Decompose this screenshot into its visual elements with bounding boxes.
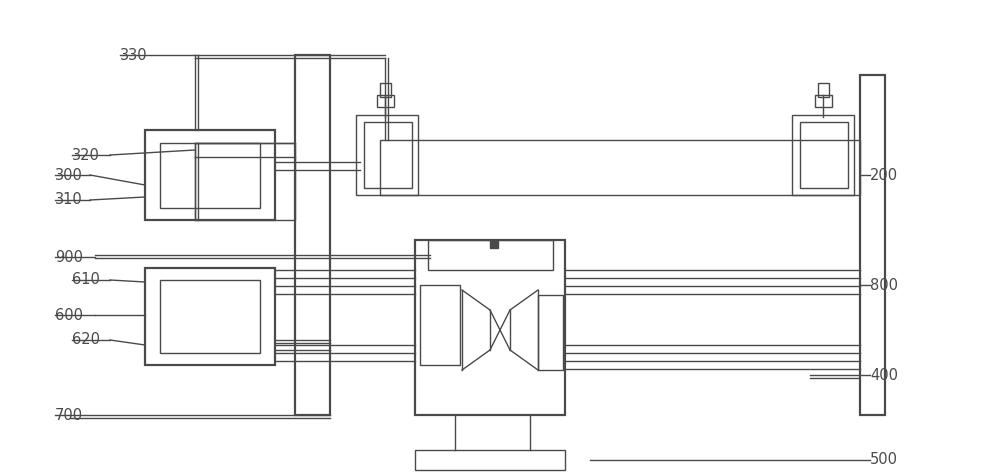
Bar	[815, 95, 832, 107]
Bar	[490, 240, 498, 248]
Bar	[160, 143, 260, 208]
Bar	[145, 268, 275, 365]
Bar	[800, 122, 848, 188]
Text: 600: 600	[55, 307, 83, 323]
Text: 610: 610	[72, 272, 100, 288]
Bar	[860, 75, 885, 415]
Text: 400: 400	[870, 367, 898, 383]
Bar	[792, 115, 854, 195]
Text: 310: 310	[55, 192, 83, 208]
Bar	[377, 95, 394, 107]
Text: 700: 700	[55, 407, 83, 423]
Bar	[415, 450, 565, 470]
Text: 620: 620	[72, 333, 100, 347]
Bar	[145, 130, 275, 220]
Bar	[415, 240, 565, 415]
Bar	[380, 83, 391, 97]
Bar	[364, 122, 412, 188]
Bar	[380, 140, 860, 195]
Bar	[538, 295, 563, 370]
Bar	[195, 143, 295, 220]
Text: 330: 330	[120, 48, 148, 62]
Bar	[428, 240, 553, 270]
Text: 500: 500	[870, 453, 898, 467]
Text: 900: 900	[55, 249, 83, 265]
Bar	[420, 285, 460, 365]
Text: 800: 800	[870, 278, 898, 292]
Bar	[356, 115, 418, 195]
Text: 200: 200	[870, 168, 898, 182]
Text: 300: 300	[55, 168, 83, 182]
Bar	[818, 83, 829, 97]
Bar	[295, 55, 330, 415]
Bar	[160, 280, 260, 353]
Text: 320: 320	[72, 148, 100, 162]
